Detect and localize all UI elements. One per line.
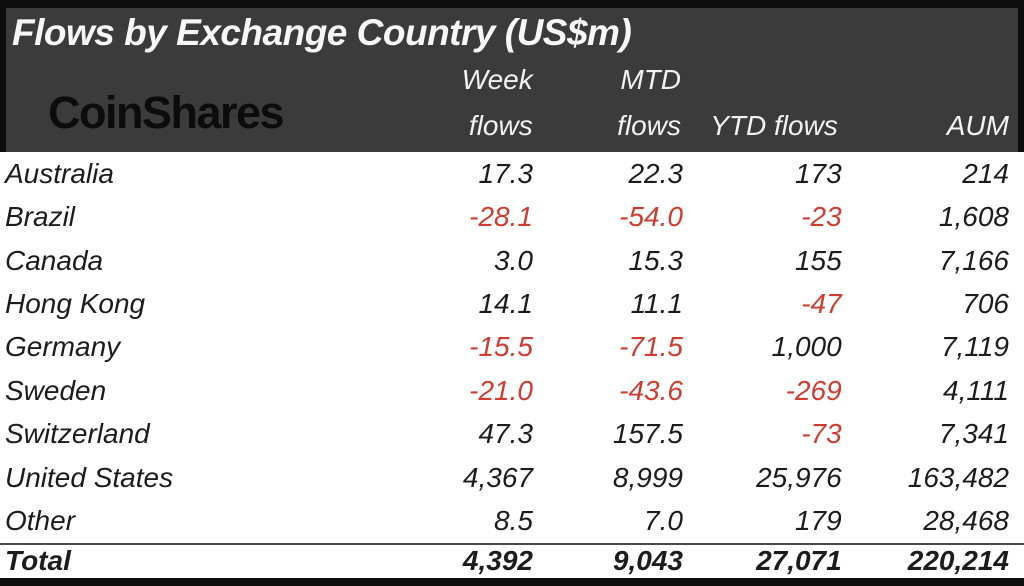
aum-value: 1,608 bbox=[938, 201, 1009, 233]
mtd-flows-value: 15.3 bbox=[628, 244, 683, 276]
country-label: Australia bbox=[5, 157, 114, 189]
week-flows-value: 3.0 bbox=[494, 244, 533, 276]
week-flows-value: -28.1 bbox=[469, 201, 533, 233]
column-header-week-flows: Week flows bbox=[461, 64, 533, 141]
country-label: Canada bbox=[5, 244, 104, 276]
week-flows-value: 17.3 bbox=[478, 157, 533, 189]
logo-cell: CoinShares bbox=[6, 73, 330, 138]
table-row-hong-kong: Hong Kong 14.1 11.1 -47 706 bbox=[0, 282, 1024, 325]
mtd-flows-total: 9,043 bbox=[612, 545, 683, 577]
column-header-ytd-flows: YTD flows bbox=[710, 110, 838, 141]
column-header-aum: AUM bbox=[946, 110, 1009, 141]
table-row-australia: Australia 17.3 22.3 173 214 bbox=[0, 152, 1024, 195]
mtd-flows-value: 7.0 bbox=[644, 505, 683, 537]
country-label: Hong Kong bbox=[5, 288, 146, 320]
table-body: Australia 17.3 22.3 173 214 Brazil -28.1… bbox=[0, 152, 1024, 578]
mtd-flows-value: -54.0 bbox=[619, 201, 683, 233]
country-label: Sweden bbox=[5, 374, 107, 406]
week-flows-value: 4,367 bbox=[462, 461, 533, 493]
mtd-flows-value: -71.5 bbox=[619, 331, 683, 363]
ytd-flows-value: 1,000 bbox=[771, 331, 842, 363]
mtd-flows-value: -43.6 bbox=[619, 374, 683, 406]
column-header-row: CoinShares Week flows MTD flows YTD flow… bbox=[6, 57, 1018, 150]
mtd-flows-value: 8,999 bbox=[612, 461, 683, 493]
table-row-switzerland: Switzerland 47.3 157.5 -73 7,341 bbox=[0, 413, 1024, 456]
aum-value: 4,111 bbox=[943, 374, 1009, 406]
aum-value: 7,166 bbox=[938, 244, 1009, 276]
country-label: Germany bbox=[5, 331, 121, 363]
table-header-band: Flows by Exchange Country (US$m) CoinSha… bbox=[0, 0, 1024, 152]
mtd-flows-value: 11.1 bbox=[630, 288, 683, 320]
bottom-rule bbox=[0, 577, 1024, 586]
ytd-flows-value: 179 bbox=[794, 505, 842, 537]
table-row-germany: Germany -15.5 -71.5 1,000 7,119 bbox=[0, 326, 1024, 369]
ytd-flows-value: -269 bbox=[785, 374, 842, 406]
table-row-canada: Canada 3.0 15.3 155 7,166 bbox=[0, 239, 1024, 282]
aum-total: 220,214 bbox=[907, 545, 1009, 577]
table-row-united-states: United States 4,367 8,999 25,976 163,482 bbox=[0, 456, 1024, 499]
ytd-flows-value: 155 bbox=[794, 244, 842, 276]
table-row-other: Other 8.5 7.0 179 28,468 bbox=[0, 500, 1024, 543]
week-flows-total: 4,392 bbox=[462, 545, 533, 577]
ytd-flows-total: 27,071 bbox=[756, 545, 842, 577]
week-flows-value: -15.5 bbox=[469, 331, 533, 363]
week-flows-value: -21.0 bbox=[469, 374, 533, 406]
table-row-sweden: Sweden -21.0 -43.6 -269 4,111 bbox=[0, 369, 1024, 412]
column-header-mtd-flows: MTD flows bbox=[617, 64, 681, 141]
week-flows-value: 8.5 bbox=[494, 505, 533, 537]
week-flows-value: 47.3 bbox=[478, 418, 533, 450]
ytd-flows-value: 25,976 bbox=[756, 461, 842, 493]
ytd-flows-value: -47 bbox=[801, 288, 842, 320]
mtd-flows-value: 22.3 bbox=[628, 157, 683, 189]
coinshares-logo: CoinShares bbox=[48, 87, 285, 138]
aum-value: 28,468 bbox=[923, 505, 1009, 537]
ytd-flows-value: -73 bbox=[801, 418, 842, 450]
aum-value: 706 bbox=[962, 288, 1009, 320]
aum-value: 214 bbox=[962, 157, 1009, 189]
ytd-flows-value: -23 bbox=[801, 201, 842, 233]
total-label: Total bbox=[5, 545, 71, 577]
table-row-brazil: Brazil -28.1 -54.0 -23 1,608 bbox=[0, 195, 1024, 238]
table-row-total: Total 4,392 9,043 27,071 220,214 bbox=[0, 542, 1024, 578]
page-title: Flows by Exchange Country (US$m) bbox=[12, 12, 632, 53]
country-label: Brazil bbox=[5, 201, 76, 233]
aum-value: 163,482 bbox=[907, 461, 1009, 493]
country-label: United States bbox=[5, 461, 174, 493]
country-label: Other bbox=[5, 505, 76, 537]
aum-value: 7,119 bbox=[940, 331, 1009, 363]
week-flows-value: 14.1 bbox=[478, 288, 533, 320]
mtd-flows-value: 157.5 bbox=[612, 418, 683, 450]
aum-value: 7,341 bbox=[938, 418, 1009, 450]
ytd-flows-value: 173 bbox=[794, 157, 842, 189]
country-label: Switzerland bbox=[5, 418, 150, 450]
